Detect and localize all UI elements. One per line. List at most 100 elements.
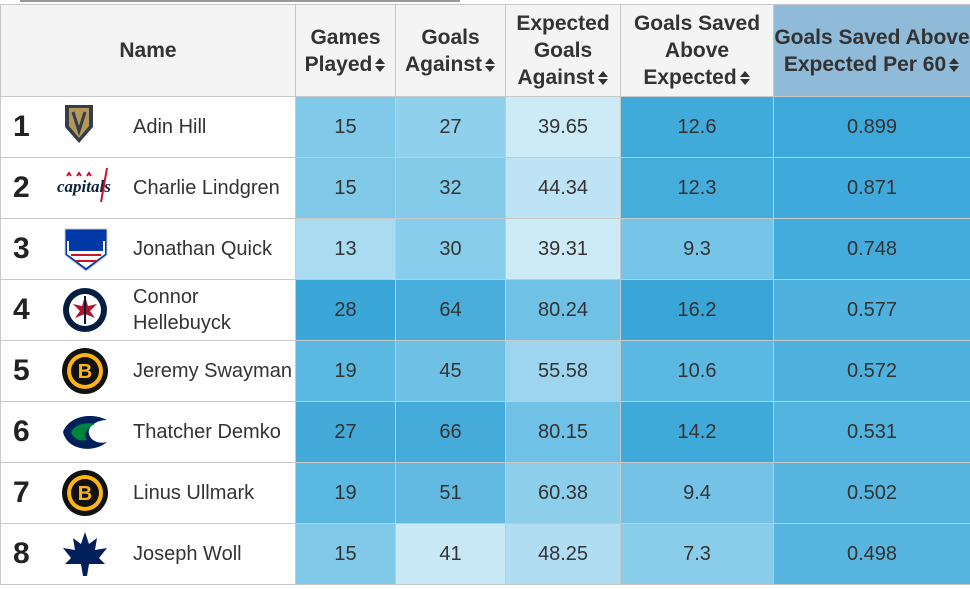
header-label: Name xyxy=(119,39,177,62)
column-header[interactable]: Goals Against xyxy=(395,4,506,97)
rank: 2 xyxy=(13,171,30,204)
sort-icon[interactable] xyxy=(739,69,751,87)
name-cell: 5 B Jeremy Swayman xyxy=(0,340,296,402)
stat-cell: 0.502 xyxy=(773,462,970,524)
stat-cell: 9.3 xyxy=(620,218,774,280)
team-logo xyxy=(63,416,107,449)
stat-cell: 19 xyxy=(295,340,396,402)
stat-cell: 15 xyxy=(295,96,396,158)
rank: 4 xyxy=(13,293,30,326)
stat-cell: 0.871 xyxy=(773,157,970,219)
stat-cell: 15 xyxy=(295,523,396,585)
stat-cell: 60.38 xyxy=(505,462,621,524)
rank: 6 xyxy=(13,415,30,448)
name-cell: 2 capitals Charlie Lindgren xyxy=(0,157,296,219)
team-logo: B xyxy=(62,470,108,516)
team-logo: B xyxy=(62,348,108,394)
stat-cell: 41 xyxy=(395,523,506,585)
team-logo xyxy=(63,288,107,332)
stat-cell: 0.748 xyxy=(773,218,970,280)
stat-cell: 28 xyxy=(295,279,396,341)
name-cell: 7 B Linus Ullmark xyxy=(0,462,296,524)
rank: 8 xyxy=(13,537,30,570)
stat-cell: 39.31 xyxy=(505,218,621,280)
rank: 7 xyxy=(13,476,30,509)
stat-cell: 9.4 xyxy=(620,462,774,524)
player-name: Linus Ullmark xyxy=(133,482,255,504)
name-cell: 8 Joseph Woll xyxy=(0,523,296,585)
stat-cell: 19 xyxy=(295,462,396,524)
stat-cell: 0.531 xyxy=(773,401,970,463)
stat-cell: 14.2 xyxy=(620,401,774,463)
player-row: 8 Joseph Woll 15 41 48.25 7.3 0.498 xyxy=(0,523,970,585)
stat-cell: 16.2 xyxy=(620,279,774,341)
header-label: Goals Saved Above Expected xyxy=(633,12,761,89)
player-row: 1 Adin Hill 15 27 39.65 12.6 0.899 xyxy=(0,96,970,158)
column-header[interactable]: Expected Goals Against xyxy=(505,4,621,97)
stat-cell: 39.65 xyxy=(505,96,621,158)
rank: 5 xyxy=(13,354,30,387)
stat-cell: 0.572 xyxy=(773,340,970,402)
player-name: Connor Hellebuyck xyxy=(133,286,231,334)
stat-cell: 51 xyxy=(395,462,506,524)
name-cell: 6 Thatcher Demko xyxy=(0,401,296,463)
stat-cell: 32 xyxy=(395,157,506,219)
player-name: Jonathan Quick xyxy=(133,238,272,260)
player-row: 3 Jonathan Quick 13 30 39.31 9.3 0.748 xyxy=(0,218,970,280)
stat-cell: 0.577 xyxy=(773,279,970,341)
sort-icon[interactable] xyxy=(597,69,609,87)
player-name: Joseph Woll xyxy=(133,543,242,565)
stat-cell: 12.3 xyxy=(620,157,774,219)
name-cell: 4 Connor Hellebuyck xyxy=(0,279,296,341)
player-name: Charlie Lindgren xyxy=(133,177,280,199)
stat-cell: 45 xyxy=(395,340,506,402)
player-name: Adin Hill xyxy=(133,116,207,138)
rank: 1 xyxy=(13,110,30,143)
stat-cell: 10.6 xyxy=(620,340,774,402)
column-header[interactable]: Goals Saved Above Expected Per 60 xyxy=(773,4,970,97)
player-row: 2 capitals Charlie Lindgren 15 32 44.34 12.3 0.… xyxy=(0,157,970,219)
stat-cell: 7.3 xyxy=(620,523,774,585)
player-name: Jeremy Swayman xyxy=(133,360,292,382)
header-row: Name Games Played Goals Against Expected Go… xyxy=(0,4,970,97)
stat-cell: 0.498 xyxy=(773,523,970,585)
stat-cell: 80.15 xyxy=(505,401,621,463)
stat-cell: 80.24 xyxy=(505,279,621,341)
sort-icon[interactable] xyxy=(484,56,496,74)
header-label: Expected Goals Against xyxy=(516,12,610,89)
stat-cell: 30 xyxy=(395,218,506,280)
stat-cell: 0.899 xyxy=(773,96,970,158)
sort-icon[interactable] xyxy=(948,56,960,74)
player-row: 6 Thatcher Demko 27 66 80.15 14.2 0.531 xyxy=(0,401,970,463)
player-row: 4 Connor Hellebuyck 28 64 80.24 16.2 0.577 xyxy=(0,279,970,341)
column-header[interactable]: Goals Saved Above Expected xyxy=(620,4,774,97)
stat-cell: 15 xyxy=(295,157,396,219)
stat-cell: 48.25 xyxy=(505,523,621,585)
name-cell: 3 Jonathan Quick xyxy=(0,218,296,280)
table-body: 1 Adin Hill 15 27 39.65 12.6 0.899 2 capitals Cha… xyxy=(0,96,970,585)
player-row: 7 B Linus Ullmark 19 51 60.38 9.4 0.502 xyxy=(0,462,970,524)
name-cell: 1 Adin Hill xyxy=(0,96,296,158)
player-name: Thatcher Demko xyxy=(133,421,281,443)
goalie-table: Name Games Played Goals Against Expected Go… xyxy=(0,4,970,585)
header-label: Goals Against xyxy=(404,25,482,76)
column-header[interactable]: Games Played xyxy=(295,4,396,97)
sort-icon[interactable] xyxy=(374,56,386,74)
stat-cell: 27 xyxy=(295,401,396,463)
stat-cell: 66 xyxy=(395,401,506,463)
header-label: Games Played xyxy=(304,25,381,76)
stat-cell: 44.34 xyxy=(505,157,621,219)
team-logo: capitals xyxy=(57,167,111,203)
svg-text:capitals: capitals xyxy=(57,177,111,196)
team-logo xyxy=(63,532,107,576)
header-label: Goals Saved Above Expected Per 60 xyxy=(774,25,970,76)
divider xyxy=(20,0,460,2)
svg-text:B: B xyxy=(78,483,92,505)
stat-cell: 13 xyxy=(295,218,396,280)
stat-cell: 12.6 xyxy=(620,96,774,158)
player-row: 5 B Jeremy Swayman 19 45 55.58 10.6 0.572 xyxy=(0,340,970,402)
stat-cell: 64 xyxy=(395,279,506,341)
team-logo xyxy=(64,228,108,272)
column-header: Name xyxy=(0,4,296,97)
